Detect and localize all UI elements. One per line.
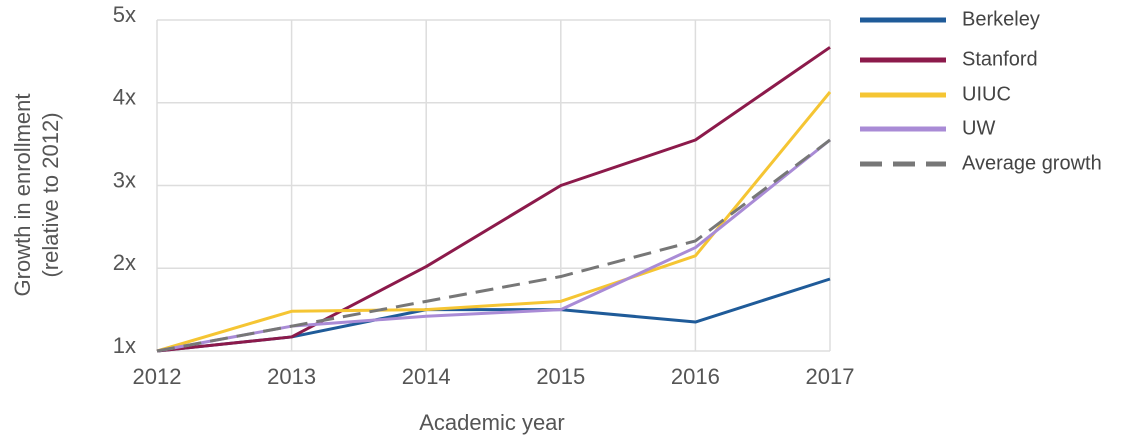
- x-tick-label: 2012: [133, 364, 182, 389]
- legend-label: Stanford: [962, 48, 1038, 70]
- y-tick-label: 1x: [113, 333, 136, 358]
- legend-label: Average growth: [962, 152, 1102, 174]
- x-axis-title: Academic year: [419, 410, 565, 435]
- series-line: [156, 138, 831, 353]
- x-tick-label: 2017: [806, 364, 855, 389]
- y-tick-label: 3x: [113, 167, 136, 192]
- series-line: [156, 138, 831, 353]
- y-axis-title: Growth in enrollment: [10, 94, 35, 297]
- x-tick-label: 2016: [671, 364, 720, 389]
- y-tick-label: 2x: [113, 250, 136, 275]
- legend-label: UIUC: [962, 83, 1011, 105]
- y-axis-title: (relative to 2012): [38, 112, 63, 277]
- series-line: [156, 46, 831, 353]
- x-tick-label: 2014: [402, 364, 451, 389]
- y-tick-label: 5x: [113, 2, 136, 27]
- legend-label: Berkeley: [962, 8, 1040, 30]
- x-tick-label: 2015: [536, 364, 585, 389]
- y-tick-label: 4x: [113, 85, 136, 110]
- legend-label: UW: [962, 117, 995, 139]
- x-tick-label: 2013: [267, 364, 316, 389]
